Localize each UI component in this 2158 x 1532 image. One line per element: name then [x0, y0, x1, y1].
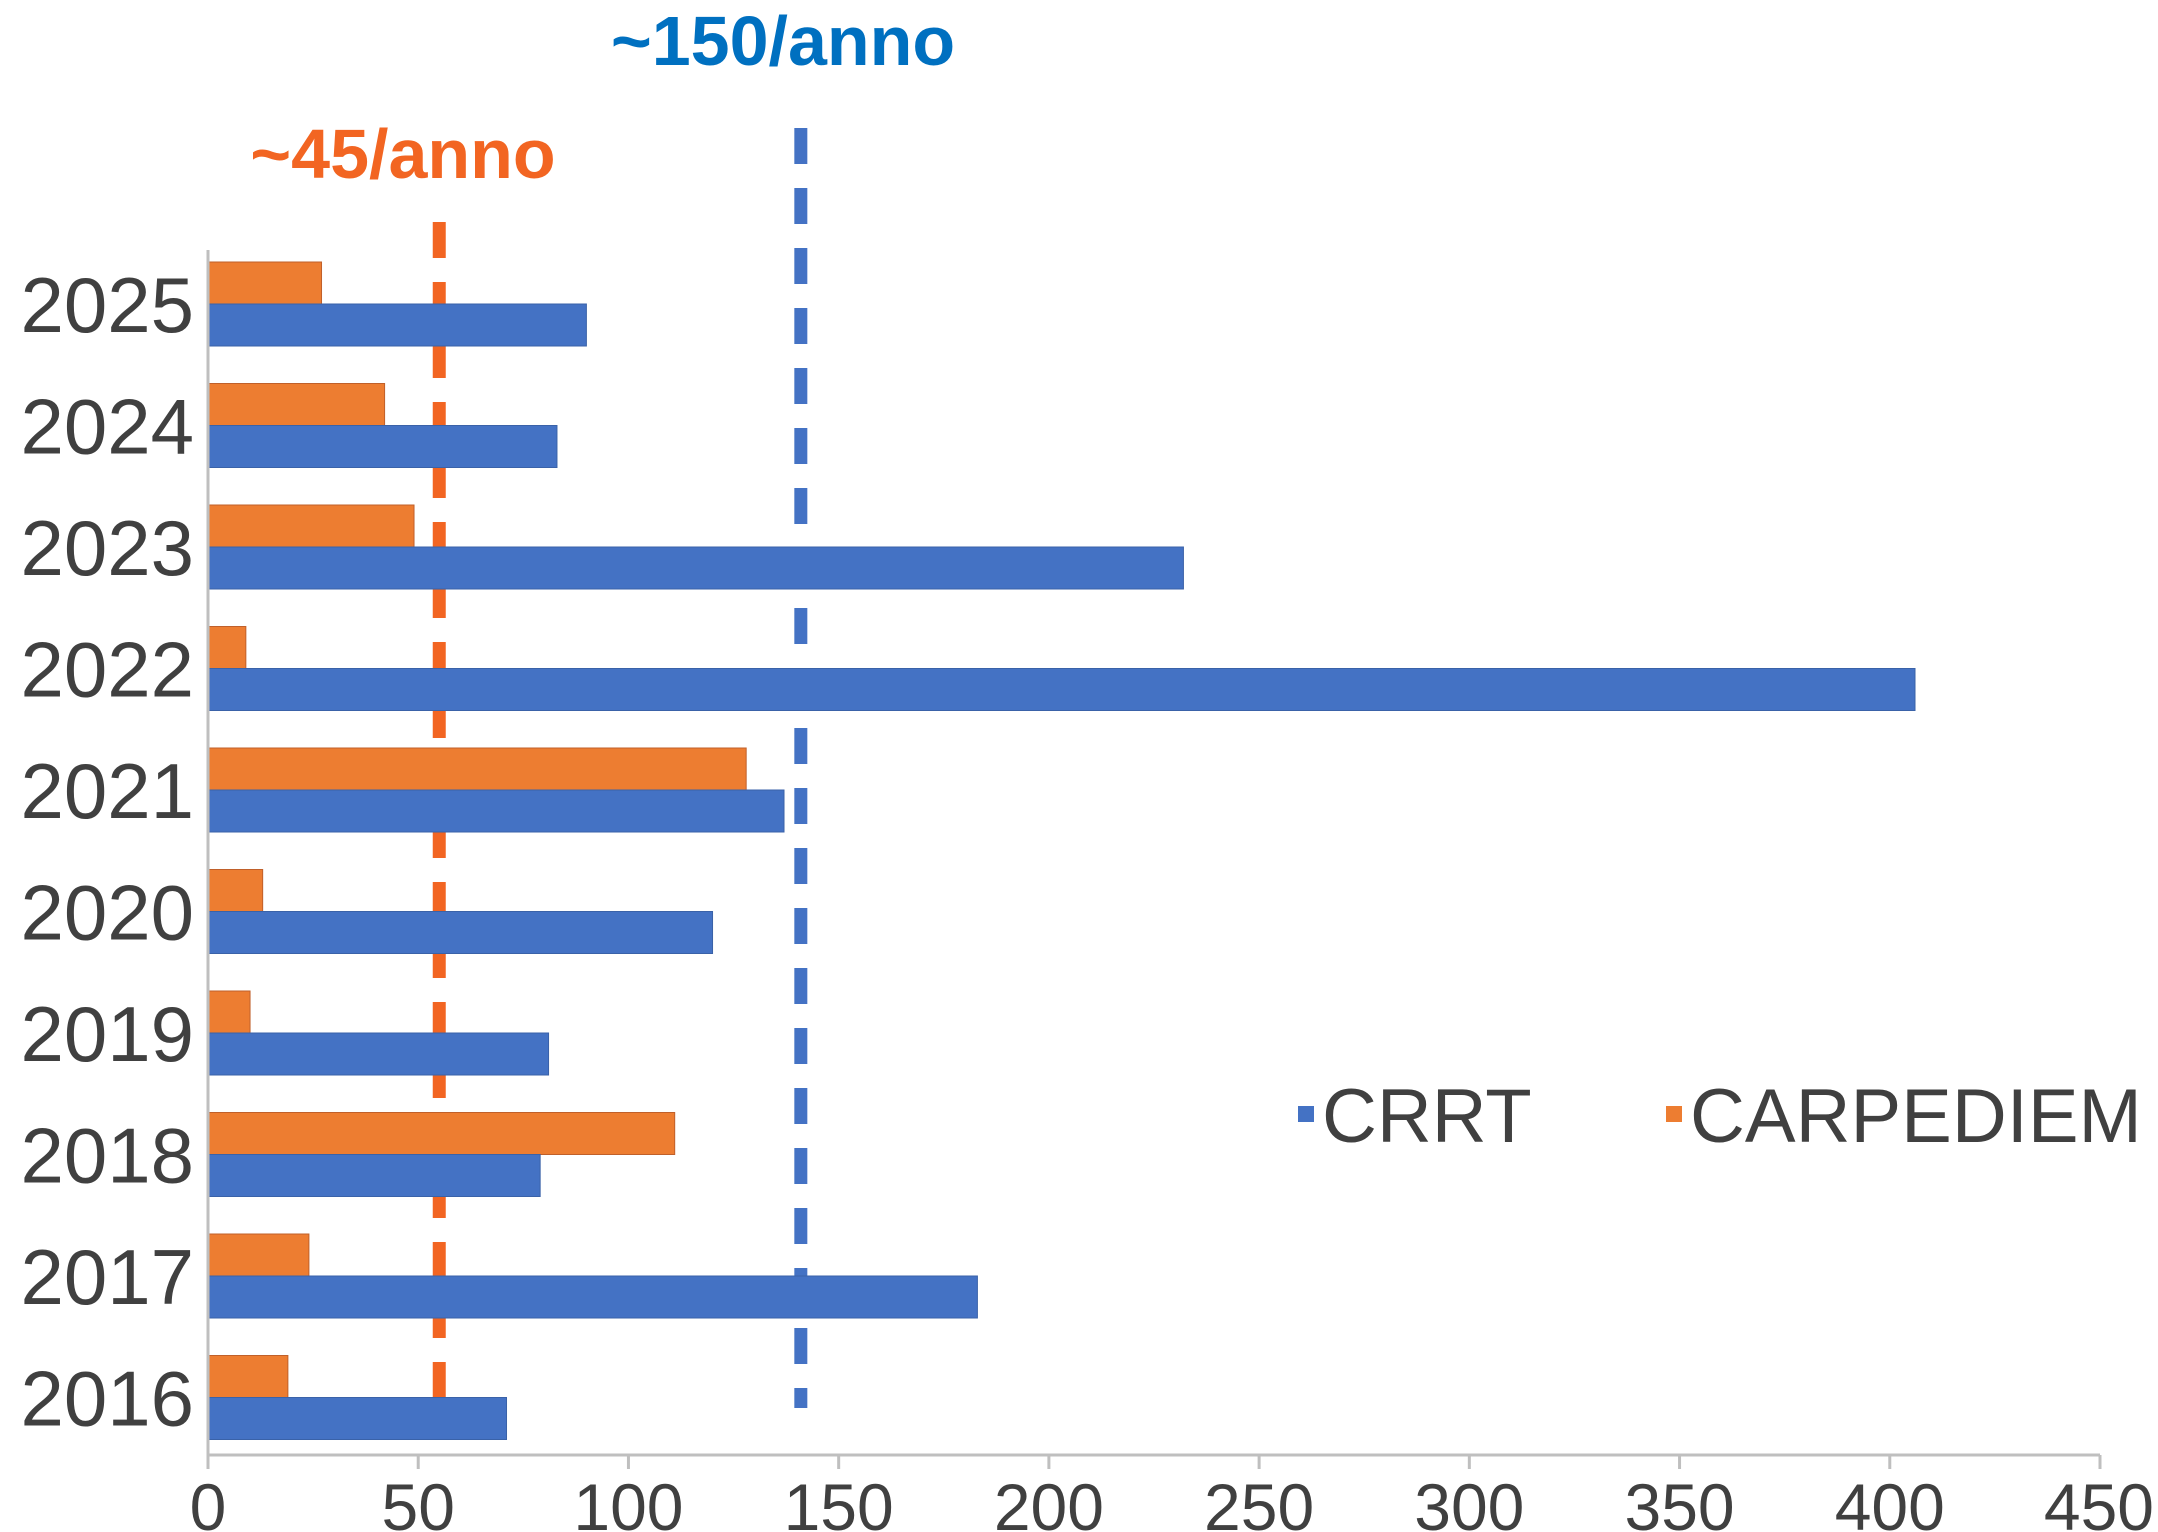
x-tick-labels: 0 50 100 150 200 250 300 350 400 450: [190, 1470, 2154, 1532]
bar-crrt-2022: [207, 668, 1916, 711]
bar-carpediem-2023: [207, 504, 415, 548]
y-tick-label-2018: 2018: [20, 1112, 194, 1200]
x-tick-label-50: 50: [382, 1470, 455, 1532]
reference-label-crrt-avg: ~150/anno: [611, 2, 955, 80]
y-tick-label-2025: 2025: [20, 261, 194, 349]
x-tick-label-300: 300: [1414, 1470, 1524, 1532]
y-tick-labels: 2025 2024 2023 2022 2021 2020 2019 2018 2017 2016: [20, 261, 194, 1443]
x-tick-label-0: 0: [190, 1470, 227, 1532]
x-tick-label-450: 450: [2044, 1470, 2154, 1532]
bar-carpediem-2019: [207, 990, 251, 1034]
x-tick-label-250: 250: [1204, 1470, 1314, 1532]
reference-label-carpediem-avg: ~45/anno: [250, 115, 555, 193]
bar-crrt-2019: [207, 1032, 550, 1076]
y-tick-label-2020: 2020: [20, 869, 194, 957]
legend-swatch-carpediem: [1666, 1106, 1682, 1122]
y-tick-label-2017: 2017: [20, 1233, 194, 1321]
y-tick-label-2023: 2023: [20, 504, 194, 592]
bar-crrt-2018: [207, 1154, 541, 1197]
bar-carpediem-2020: [207, 869, 264, 912]
bar-carpediem-2021: [207, 747, 747, 791]
legend: CRRT CARPEDIEM: [1298, 1074, 2142, 1159]
x-tick-label-100: 100: [573, 1470, 683, 1532]
x-tick-label-400: 400: [1835, 1470, 1945, 1532]
reference-lines: [432, 128, 808, 1408]
bar-crrt-2020: [207, 911, 714, 954]
bar-carpediem-2017: [207, 1233, 310, 1277]
x-tick-label-200: 200: [994, 1470, 1104, 1532]
y-tick-label-2022: 2022: [20, 626, 194, 714]
bar-crrt-2017: [207, 1275, 978, 1319]
y-tick-label-2021: 2021: [20, 747, 194, 835]
bar-carpediem-2016: [207, 1355, 289, 1398]
legend-swatch-crrt: [1298, 1106, 1314, 1122]
bar-crrt-2016: [207, 1397, 508, 1440]
bar-carpediem-2025: [207, 261, 323, 305]
reference-labels: ~45/anno ~150/anno: [250, 2, 955, 193]
legend-label-crrt: CRRT: [1322, 1074, 1532, 1159]
bar-carpediem-2022: [207, 626, 247, 669]
bars: [207, 261, 1916, 1440]
bar-crrt-2025: [207, 303, 587, 347]
bar-carpediem-2018: [207, 1112, 676, 1155]
axes: [206, 250, 2102, 1469]
y-tick-label-2016: 2016: [20, 1355, 194, 1443]
bar-crrt-2023: [207, 546, 1184, 590]
x-tick-label-350: 350: [1624, 1470, 1734, 1532]
legend-label-carpediem: CARPEDIEM: [1690, 1074, 2142, 1159]
x-tick-label-150: 150: [784, 1470, 894, 1532]
y-tick-label-2019: 2019: [20, 990, 194, 1078]
y-tick-label-2024: 2024: [20, 383, 194, 471]
bar-crrt-2024: [207, 425, 558, 468]
bar-crrt-2021: [207, 789, 785, 833]
bar-carpediem-2024: [207, 383, 386, 426]
